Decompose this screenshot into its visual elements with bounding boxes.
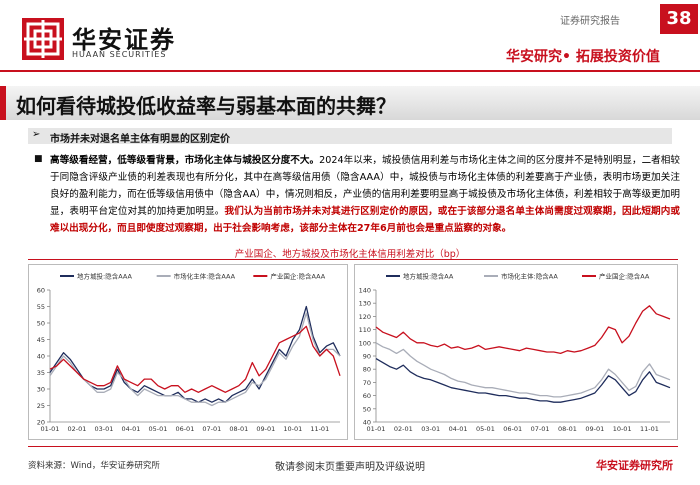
footer-rule <box>28 446 678 447</box>
paragraph: 高等级看经营，低等级看背景，市场化主体与城投区分度不大。2024年以来，城投债信… <box>50 152 680 237</box>
title-accent <box>0 86 6 120</box>
section-title: 市场并未对退名单主体有明显的区别定价 <box>50 134 230 145</box>
y-tick-label: 55 <box>37 303 45 311</box>
section-arrow: ➢ <box>32 129 41 140</box>
x-tick-label: 08-01 <box>558 425 577 433</box>
x-tick-label: 06-01 <box>175 425 194 433</box>
y-tick-label: 60 <box>37 287 45 295</box>
footer-brand: 华安证券研究所 <box>596 459 673 472</box>
footer-source: 资料来源：Wind，华安证券研究所 <box>28 461 160 471</box>
x-tick-label: 01-01 <box>367 425 386 433</box>
title-bar <box>0 86 700 120</box>
x-tick-label: 09-01 <box>256 425 275 433</box>
y-tick-label: 45 <box>37 336 45 344</box>
x-tick-label: 02-01 <box>394 425 413 433</box>
logo-en: HUAAN SECURITIES <box>72 50 167 59</box>
x-tick-label: 03-01 <box>421 425 440 433</box>
series-line <box>375 305 671 355</box>
title: 如何看待城投低收益率与弱基本面的共舞？ <box>16 94 396 118</box>
chart-left: 20 25 30 35 40 45 50 55 60 01-01 02-01 03-01 04-01 05… <box>28 264 348 440</box>
figure-caption: 产业国企、地方城投及市场化主体信用利差对比（bp） <box>234 249 466 260</box>
x-tick-label: 02-01 <box>68 425 87 433</box>
caption-rule <box>28 259 678 260</box>
y-tick-label: 100 <box>359 339 371 347</box>
logo-cn: 华安证券 <box>72 25 176 54</box>
y-tick-label: 70 <box>363 379 371 387</box>
y-tick-label: 130 <box>359 300 371 308</box>
y-tick-label: 90 <box>363 353 371 361</box>
x-tick-label: 05-01 <box>148 425 167 433</box>
y-tick-label: 50 <box>37 320 45 328</box>
legend-label: 地方城投:隐含AAA <box>77 272 132 281</box>
slogan: 华安研究• 拓展投资价值 <box>506 49 660 65</box>
series-line <box>375 342 671 398</box>
y-tick-label: 50 <box>363 405 371 413</box>
series-line <box>49 305 341 403</box>
x-tick-label: 06-01 <box>503 425 522 433</box>
y-tick-label: 140 <box>359 287 371 295</box>
x-tick-label: 01-01 <box>41 425 60 433</box>
paragraph-run: 高等级看经营，低等级看背景，市场化主体与城投区分度不大。 <box>50 155 320 166</box>
bullet: ■ <box>34 154 43 164</box>
y-tick-label: 40 <box>37 353 45 361</box>
footer-disclaimer: 敬请参阅末页重要声明及评级说明 <box>275 462 425 473</box>
series-line <box>49 325 341 393</box>
y-tick-label: 25 <box>37 402 45 410</box>
y-tick-label: 20 <box>37 419 45 427</box>
x-tick-label: 05-01 <box>476 425 495 433</box>
legend-label: 地方城投:隐含AA <box>403 272 454 281</box>
header-rule <box>0 70 700 72</box>
y-tick-label: 80 <box>363 366 371 374</box>
y-tick-label: 60 <box>363 392 371 400</box>
y-tick-label: 30 <box>37 386 45 394</box>
report-type: 证券研究报告 <box>560 16 620 27</box>
chart-frame <box>354 264 678 440</box>
x-tick-label: 07-01 <box>531 425 550 433</box>
x-tick-label: 10-01 <box>613 425 632 433</box>
y-tick-label: 110 <box>359 326 371 334</box>
series-line <box>49 312 341 407</box>
y-tick-label: 35 <box>37 369 45 377</box>
legend-label: 产业国企:隐含AA <box>599 272 650 281</box>
series-line <box>375 358 671 403</box>
x-tick-label: 03-01 <box>95 425 114 433</box>
x-tick-label: 11-01 <box>640 425 659 433</box>
paragraph-run: 2024年以来，城投债信用利差与市场化主体之间的区分度并不是特别明显，二者相较于… <box>50 155 681 217</box>
x-tick-label: 08-01 <box>229 425 248 433</box>
chart-frame <box>28 264 348 440</box>
legend-label: 产业国企:隐含AAA <box>270 272 325 281</box>
chart-right: 40 50 60 70 80 90 100 110 120 130 140 01-01 02-01 03-… <box>354 264 678 440</box>
logo-icon <box>22 18 64 60</box>
x-tick-label: 04-01 <box>121 425 140 433</box>
x-tick-label: 09-01 <box>585 425 604 433</box>
paragraph-run: 我们认为当前市场并未对其进行区别定价的原因，或在于该部分退名单主体尚需度过观察期… <box>50 206 681 234</box>
y-tick-label: 120 <box>359 313 371 321</box>
legend-label: 市场化主体:隐含AA <box>501 272 558 281</box>
page-number: 38 <box>660 4 698 34</box>
x-tick-label: 04-01 <box>449 425 468 433</box>
x-tick-label: 11-01 <box>310 425 329 433</box>
x-tick-label: 10-01 <box>283 425 302 433</box>
legend-label: 市场化主体:隐含AAA <box>174 272 236 281</box>
y-tick-label: 40 <box>363 419 371 427</box>
x-tick-label: 07-01 <box>202 425 221 433</box>
section-bar <box>28 128 672 144</box>
